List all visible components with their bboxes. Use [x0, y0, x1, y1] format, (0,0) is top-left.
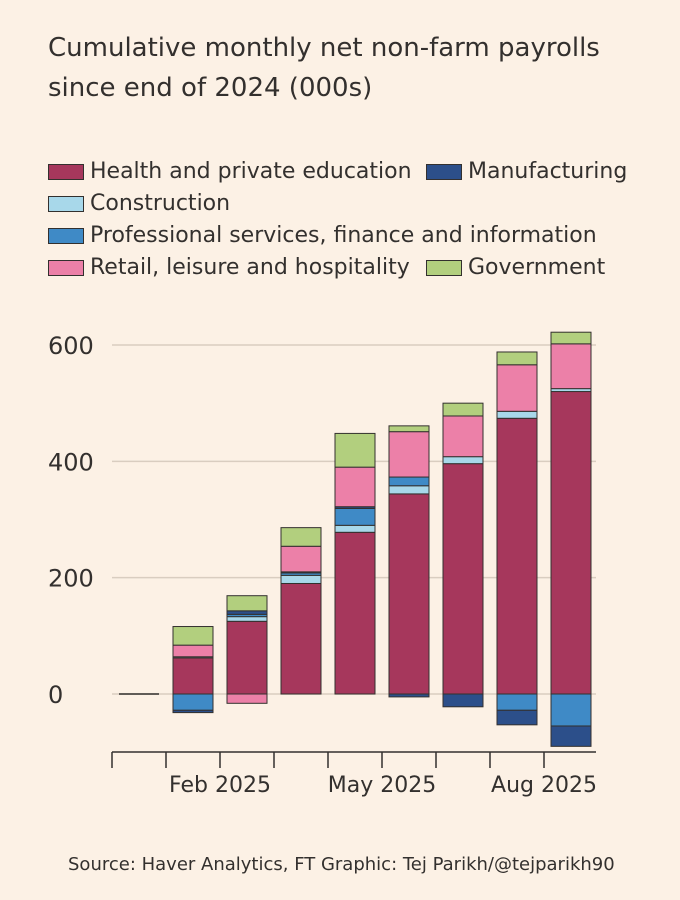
- bar-manufacturing: [388, 693, 430, 698]
- legend-label-manufacturing: Manufacturing: [468, 159, 628, 184]
- bar-retail: [334, 466, 376, 508]
- bar-manufacturing: [442, 693, 484, 708]
- legend-item-government: Government: [426, 252, 605, 284]
- bar-construction: [388, 485, 430, 495]
- bar-professional: [496, 693, 538, 711]
- bar-government: [334, 432, 376, 468]
- legend-item-professional: Professional services, finance and infor…: [48, 220, 597, 252]
- bar-manufacturing: [550, 725, 592, 747]
- source-note: Source: Haver Analytics, FT Graphic: Tej…: [68, 854, 615, 875]
- bar-construction: [226, 616, 268, 622]
- bar-retail: [280, 545, 322, 573]
- legend-item-retail: Retail, leisure and hospitality: [48, 252, 410, 284]
- bar-manufacturing: [496, 709, 538, 726]
- chart-title: Cumulative monthly net non-farm payrolls…: [48, 33, 600, 103]
- legend-label-construction: Construction: [90, 191, 231, 216]
- bar-construction: [334, 524, 376, 533]
- x-tick-label: May 2025: [328, 773, 436, 798]
- legend-label-retail: Retail, leisure and hospitality: [90, 255, 410, 280]
- bar-construction: [280, 574, 322, 584]
- bar-government: [388, 425, 430, 433]
- bar-professional: [172, 693, 214, 711]
- y-tick-label-600: 600: [48, 332, 94, 360]
- bar-health: [442, 463, 484, 695]
- y-tick-label-200: 200: [48, 565, 94, 593]
- bar-retail: [496, 364, 538, 412]
- bar-government: [442, 402, 484, 417]
- bar-health: [496, 417, 538, 695]
- bar-health: [280, 582, 322, 695]
- legend-swatch-construction: [48, 196, 84, 212]
- bar-health: [334, 531, 376, 695]
- legend-item-construction: Construction: [48, 188, 230, 220]
- bar-government: [172, 626, 214, 646]
- bar-manufacturing: [226, 610, 268, 615]
- bar-government: [280, 527, 322, 547]
- bar-retail: [172, 644, 214, 658]
- legend-swatch-government: [426, 260, 462, 276]
- legend-label-health: Health and private education: [90, 159, 412, 184]
- bar-manufacturing: [172, 709, 214, 714]
- bar-government: [226, 595, 268, 612]
- legend-swatch-retail: [48, 260, 84, 276]
- bar-health: [550, 391, 592, 695]
- bar-retail: [550, 343, 592, 390]
- bar-construction: [496, 410, 538, 419]
- bar-retail: [442, 415, 484, 458]
- bar-health: [226, 620, 268, 695]
- x-tick-label: Aug 2025: [491, 773, 597, 798]
- y-tick-label-400: 400: [48, 448, 94, 476]
- bar-health: [172, 657, 214, 695]
- legend-item-manufacturing: Manufacturing: [426, 156, 627, 188]
- legend-label-government: Government: [468, 255, 606, 280]
- bar-professional: [388, 476, 430, 487]
- bar-government: [550, 331, 592, 345]
- legend-swatch-health: [48, 164, 84, 180]
- legend-label-professional: Professional services, finance and infor…: [90, 223, 597, 248]
- bar-professional: [550, 693, 592, 727]
- y-tick-label-0: 0: [48, 681, 63, 709]
- bar-health: [388, 493, 430, 695]
- bar-professional: [334, 507, 376, 526]
- legend-swatch-manufacturing: [426, 164, 462, 180]
- bar-retail: [388, 431, 430, 478]
- bar-retail: [226, 693, 268, 704]
- bar-government: [496, 351, 538, 366]
- legend-item-health: Health and private education: [48, 156, 412, 188]
- legend-swatch-professional: [48, 228, 84, 244]
- bar-construction: [442, 456, 484, 465]
- x-tick-label: Feb 2025: [169, 773, 271, 798]
